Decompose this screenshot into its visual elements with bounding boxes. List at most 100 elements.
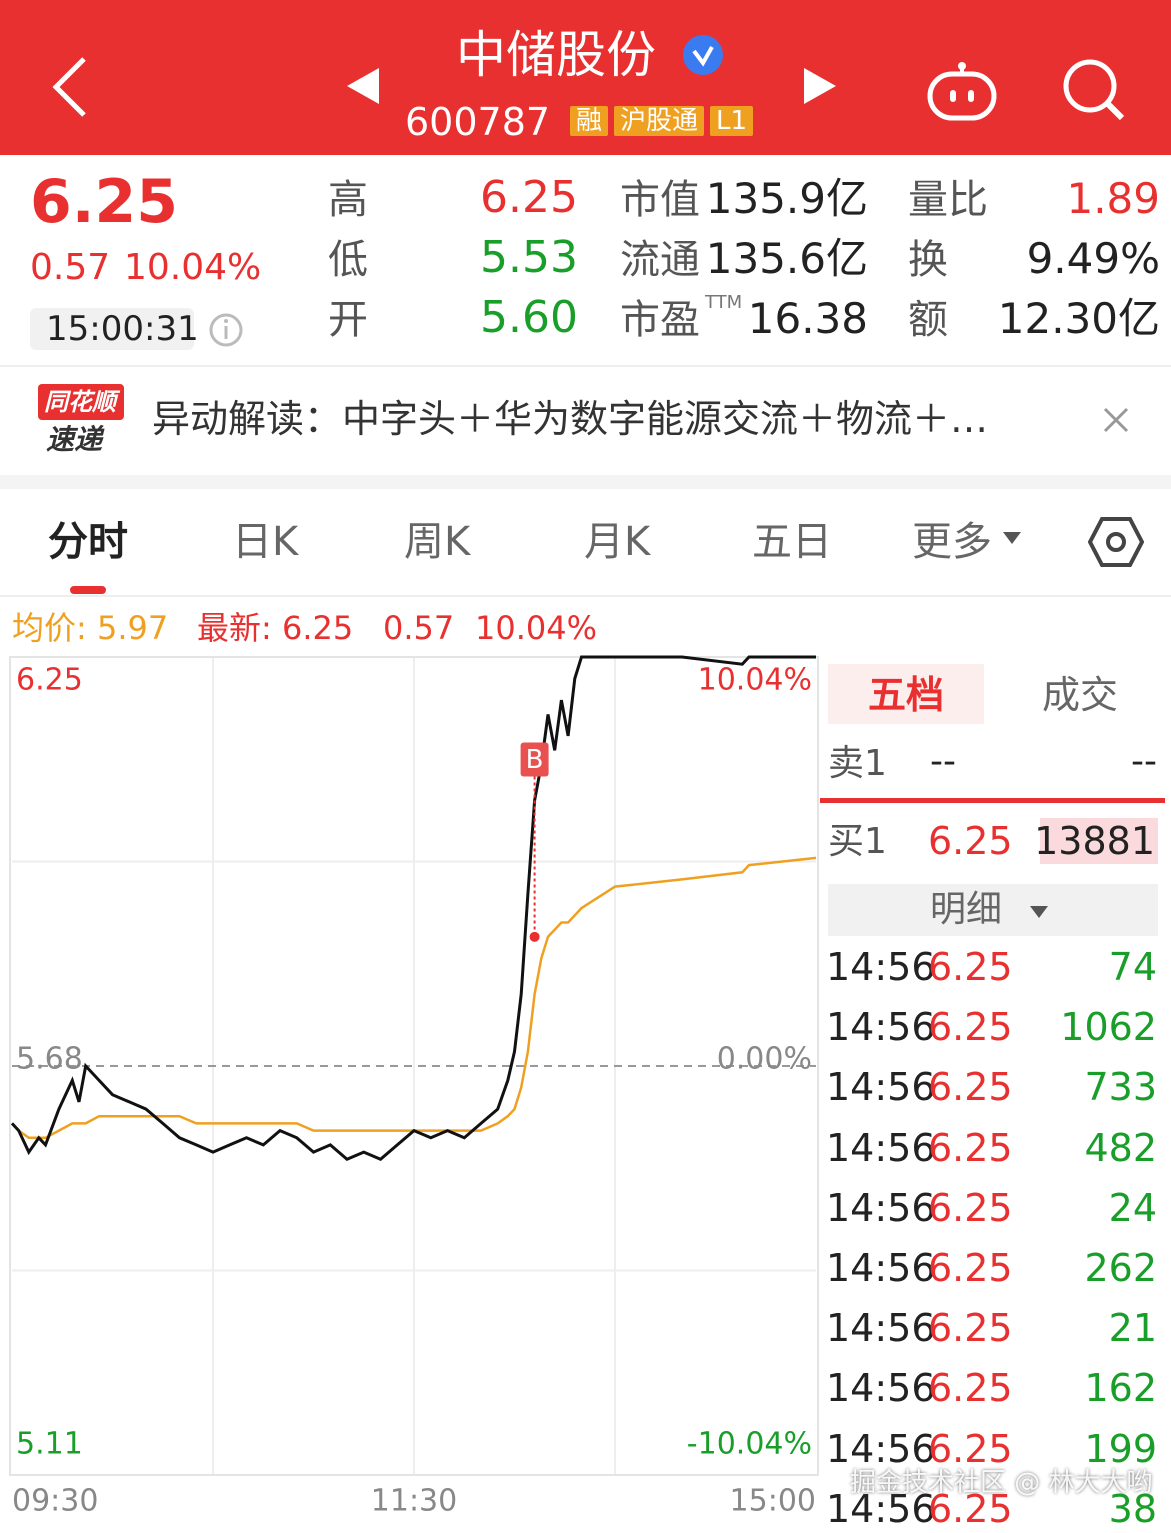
trade-price: 6.25	[928, 945, 1013, 989]
search-button[interactable]	[1060, 56, 1126, 122]
banner-text[interactable]: 异动解读：中字头＋华为数字能源交流＋物流＋…	[152, 397, 989, 441]
info-icon[interactable]	[208, 312, 244, 348]
trade-time: 14:56	[826, 1185, 936, 1230]
buy-label: 买1	[828, 821, 887, 862]
stock-name: 中储股份	[456, 26, 656, 84]
stat-value: 135.9亿	[705, 174, 868, 223]
next-stock[interactable]	[802, 66, 838, 106]
detail-arrow	[1030, 906, 1048, 918]
sell-volume: --	[1131, 741, 1157, 782]
close-banner[interactable]	[1102, 406, 1130, 434]
stat-sup: TTM	[705, 292, 743, 313]
logo-top: 同花顺	[44, 388, 116, 416]
trade-price: 6.25	[928, 1306, 1013, 1351]
trade-price: 6.25	[928, 1246, 1013, 1290]
trade-price: 6.25	[928, 1486, 1013, 1531]
trade-time: 14:56	[826, 1306, 936, 1351]
stock-code: 600787	[405, 100, 551, 144]
stat-value: 5.53	[480, 232, 578, 283]
sell-price: --	[930, 741, 956, 782]
trade-volume: 199	[1084, 1426, 1157, 1471]
detail-bar[interactable]	[828, 884, 1158, 936]
tab[interactable]: 周K	[404, 519, 471, 565]
watermark: 掘金技术社区 @ 林大大哟	[850, 1468, 1153, 1498]
stat-value: 5.60	[480, 292, 578, 343]
x-tick-label: 09:30	[12, 1484, 98, 1519]
series-line	[10, 655, 816, 1162]
time: 15:00:31	[46, 309, 199, 349]
buy-volume: 13881	[1034, 819, 1155, 863]
stat-value: 12.30亿	[997, 294, 1160, 343]
tab[interactable]: 五日	[752, 519, 832, 565]
stat-value: 135.6亿	[705, 234, 868, 283]
tag: 沪股通	[614, 106, 705, 136]
robot-button[interactable]	[926, 60, 998, 124]
detail-label: 明细	[930, 889, 1003, 930]
tag: 融	[570, 106, 609, 136]
stat-label: 市盈	[620, 297, 700, 343]
book-tab[interactable]: 成交	[1042, 673, 1119, 717]
trade-volume: 24	[1108, 1185, 1157, 1230]
change: 0.57	[30, 247, 111, 288]
tab[interactable]: 日K	[232, 519, 299, 565]
stat-label: 低	[328, 237, 368, 283]
stat-label: 市值	[620, 177, 700, 223]
trade-price: 6.25	[928, 1426, 1013, 1471]
back-button[interactable]	[50, 55, 90, 119]
trade-price: 6.25	[928, 1065, 1013, 1110]
sell-label: 卖1	[828, 743, 887, 784]
trade-volume: 1062	[1060, 1005, 1157, 1050]
dropdown-arrow	[1003, 532, 1021, 544]
settings-button[interactable]	[1088, 516, 1144, 568]
y-tick-label: 5.68	[16, 1042, 83, 1077]
prev-stock[interactable]	[345, 66, 381, 106]
trade-price: 6.25	[928, 1185, 1013, 1230]
logo-bottom: 速递	[46, 423, 103, 456]
stat-label: 换	[908, 237, 948, 283]
stat-label: 量比	[908, 177, 988, 223]
verified-badge	[683, 35, 723, 75]
tab[interactable]: 分时	[48, 519, 128, 565]
trade-price: 6.25	[928, 1125, 1013, 1170]
y2-tick-label: -10.04%	[687, 1427, 812, 1462]
trade-volume: 38	[1108, 1486, 1157, 1531]
stat-label: 流通	[620, 237, 700, 283]
trade-time: 14:56	[826, 1065, 936, 1110]
buy-price: 6.25	[928, 819, 1013, 863]
trade-time: 14:56	[826, 1486, 936, 1531]
y2-tick-label: 10.04%	[698, 663, 812, 698]
stat-value: 1.89	[1066, 174, 1160, 223]
trade-time: 14:56	[826, 1125, 936, 1170]
x-tick-label: 11:30	[371, 1484, 457, 1519]
time-box	[30, 308, 194, 350]
trade-price: 6.25	[928, 1366, 1013, 1411]
trade-time: 14:56	[826, 1005, 936, 1050]
y-tick-label: 5.11	[16, 1427, 83, 1462]
logo-bg	[38, 384, 124, 420]
x-tick-label: 15:00	[730, 1484, 816, 1519]
tab[interactable]: 月K	[584, 519, 651, 565]
stat-value: 9.49%	[1026, 234, 1160, 283]
book-tab-bg	[828, 664, 984, 724]
stat-label: 高	[328, 177, 368, 223]
stat-label: 开	[328, 297, 368, 343]
separator	[0, 475, 1171, 489]
trade-time: 14:56	[826, 1246, 936, 1290]
price: 6.25	[30, 167, 179, 237]
avg-label: 均价: 5.97	[12, 609, 169, 647]
book-tab[interactable]: 五档	[868, 673, 945, 717]
buy-volume-bg	[1040, 818, 1158, 864]
trade-volume: 733	[1084, 1065, 1157, 1110]
latest-label: 最新: 6.25	[197, 609, 354, 647]
trade-volume: 21	[1108, 1306, 1157, 1351]
annotation-text: B	[526, 745, 544, 775]
trade-volume: 482	[1084, 1125, 1157, 1170]
tab[interactable]: 更多	[912, 519, 992, 565]
divider	[0, 595, 1171, 597]
summary-change-pct: 10.04%	[475, 609, 598, 647]
divider	[0, 365, 1171, 367]
trade-time: 14:56	[826, 945, 936, 989]
sell-buy-divider	[820, 798, 1165, 803]
intraday-chart: 6.25 5.68 5.11 10.04% 0.00% -10.04% 09:30 11:30…	[9, 655, 819, 1519]
